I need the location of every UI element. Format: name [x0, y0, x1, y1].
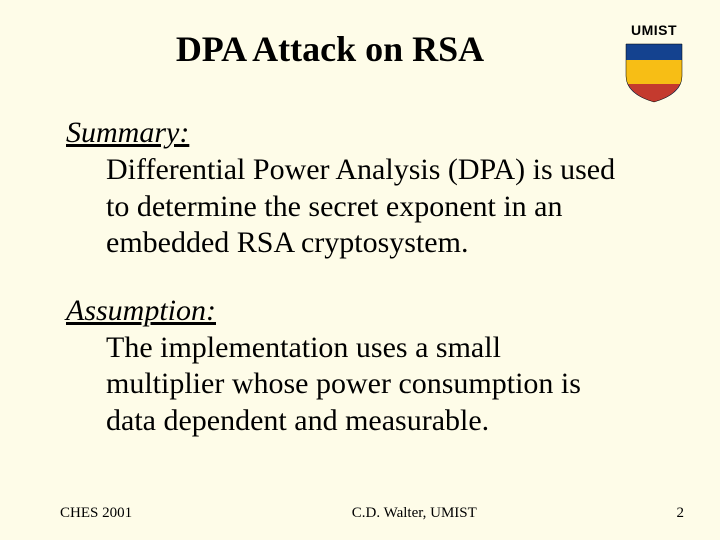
assumption-heading: Assumption:: [66, 294, 620, 328]
slide-content: Summary: Differential Power Analysis (DP…: [66, 116, 620, 472]
footer-left: CHES 2001: [60, 505, 132, 522]
summary-heading: Summary:: [66, 116, 620, 150]
slide-title: DPA Attack on RSA: [0, 28, 720, 70]
footer-center: C.D. Walter, UMIST: [152, 505, 676, 522]
umist-logo: UMIST: [616, 22, 692, 109]
assumption-section: Assumption: The implementation uses a sm…: [66, 294, 620, 440]
shield-icon: [624, 42, 684, 104]
assumption-body: The implementation uses a small multipli…: [66, 330, 620, 440]
slide: DPA Attack on RSA UMIST Summary: Differe…: [0, 0, 720, 540]
summary-section: Summary: Differential Power Analysis (DP…: [66, 116, 620, 262]
summary-body: Differential Power Analysis (DPA) is use…: [66, 152, 620, 262]
footer-page-number: 2: [677, 505, 685, 522]
logo-text: UMIST: [616, 22, 692, 38]
slide-footer: CHES 2001 C.D. Walter, UMIST 2: [0, 505, 720, 522]
